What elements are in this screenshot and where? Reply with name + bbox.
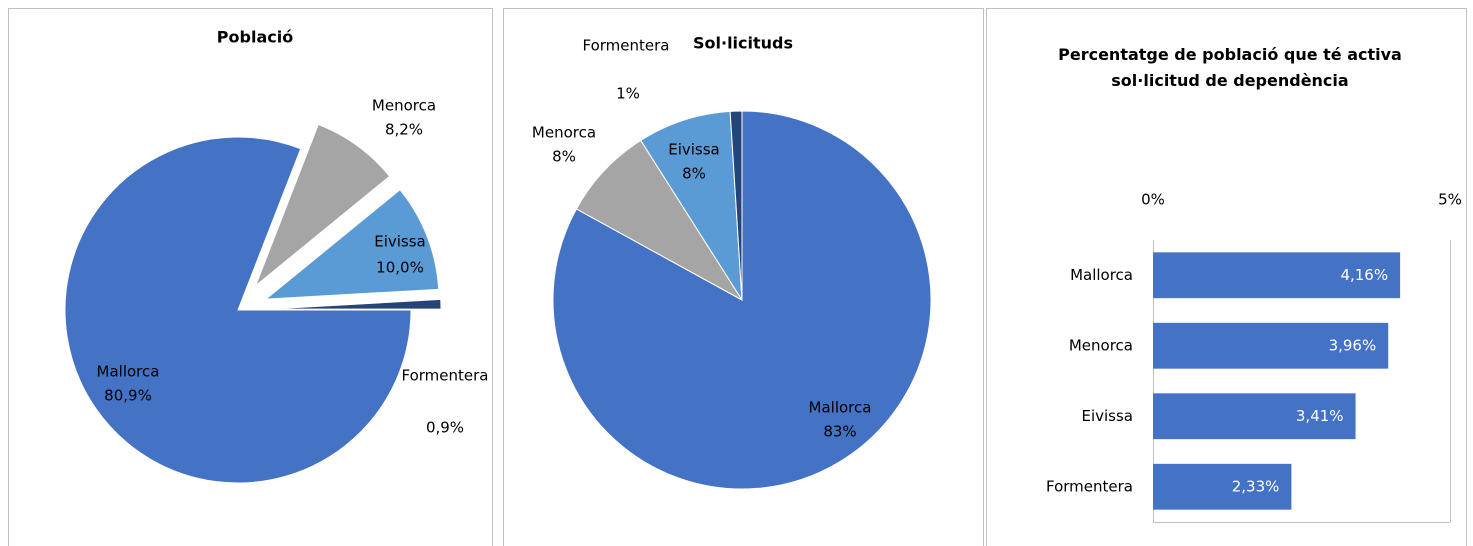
chart-title: Població — [217, 28, 293, 47]
bar-value-label: 3,96% — [1329, 336, 1377, 354]
slice-value-label: 83% — [823, 423, 856, 441]
bar — [1153, 463, 1292, 510]
bar — [1153, 393, 1356, 440]
slice-category-label: Eivissa — [668, 141, 720, 159]
slice-category-label: Mallorca — [809, 399, 872, 417]
y-tick-label: Eivissa — [1081, 407, 1133, 425]
x-tick-label: 5% — [1438, 191, 1462, 209]
slice-value-label: 1% — [616, 85, 640, 103]
chart-title-box: Percentatge de població que té activa so… — [1058, 45, 1402, 90]
slice-category-label: Formentera — [402, 367, 489, 385]
bar — [1153, 252, 1401, 299]
y-tick-label: Formentera — [1046, 477, 1133, 495]
slice-category-label: Menorca — [532, 124, 596, 142]
slice-value-label: 8% — [682, 165, 706, 183]
slice-value-label: 8% — [552, 148, 576, 166]
chart-frame — [8, 8, 493, 546]
slice-category-label: Menorca — [372, 97, 436, 115]
slice-value-label: 8,2% — [385, 121, 423, 139]
slice-value-label: 10,0% — [376, 259, 424, 277]
slice-value-label: 0,9% — [426, 419, 464, 437]
pie-slice — [575, 139, 743, 301]
bar-value-label: 3,41% — [1296, 407, 1344, 425]
slice-category-label: Eivissa — [374, 233, 426, 251]
bar — [1153, 322, 1389, 369]
pie-slice — [64, 136, 412, 484]
pie-slice — [729, 110, 743, 301]
chart-title: Sol·licituds — [693, 34, 793, 53]
slice-value-label: 80,9% — [104, 387, 152, 405]
pie-slice — [254, 123, 391, 288]
pie-slice — [267, 298, 442, 310]
slice-category-label: Mallorca — [97, 363, 160, 381]
pie-slice — [640, 110, 743, 301]
slice-category-label: Formentera — [583, 37, 670, 55]
chart-title: Percentatge de població que té activa so… — [1058, 45, 1402, 90]
chart-frame — [503, 8, 984, 546]
bar-value-label: 2,33% — [1232, 477, 1280, 495]
pie-slice — [264, 188, 440, 300]
chart-frame — [986, 8, 1467, 546]
bar-value-label: 4,16% — [1340, 266, 1388, 284]
x-tick-label: 0% — [1141, 191, 1165, 209]
y-tick-label: Menorca — [1069, 336, 1133, 354]
y-tick-label: Mallorca — [1070, 266, 1133, 284]
